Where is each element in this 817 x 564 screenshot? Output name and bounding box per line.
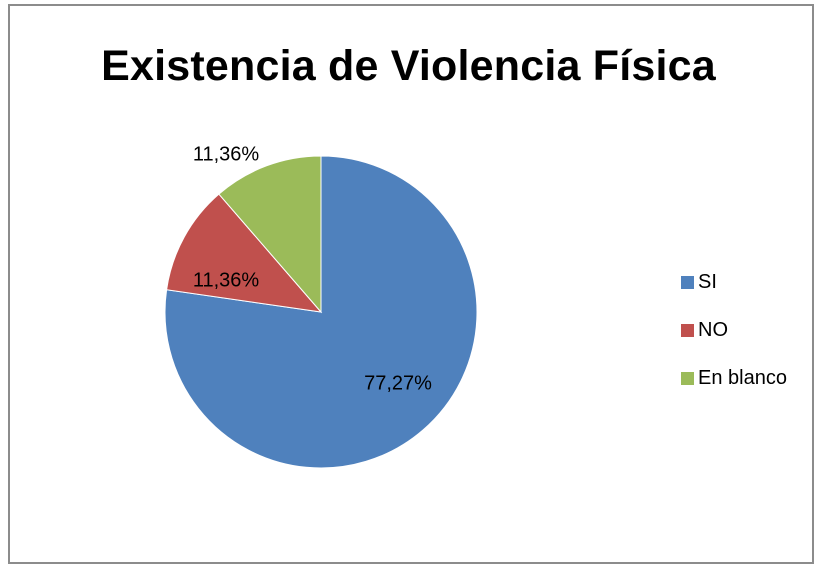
data-label-si: 77,27% [364, 372, 432, 394]
legend-label-si: SI [698, 271, 717, 293]
legend-item-no: NO [681, 318, 728, 342]
legend-label-no: NO [698, 319, 728, 341]
legend-label-en-blanco: En blanco [698, 367, 787, 389]
pie-chart: 77,27% 11,36% 11,36% [164, 143, 478, 469]
legend-swatch-en-blanco [681, 372, 694, 385]
pie-slice-si [164, 155, 478, 469]
legend-item-si: SI [681, 270, 717, 294]
chart-title: Existencia de Violencia Física [101, 42, 716, 90]
pie-slice-en-blanco [218, 155, 322, 314]
data-label-en-blanco: 11,36% [193, 143, 260, 165]
pie-slice-no [166, 193, 323, 313]
legend-swatch-no [681, 324, 694, 337]
legend-swatch-si [681, 276, 694, 289]
legend-item-en-blanco: En blanco [681, 366, 787, 390]
data-label-no: 11,36% [193, 269, 260, 291]
